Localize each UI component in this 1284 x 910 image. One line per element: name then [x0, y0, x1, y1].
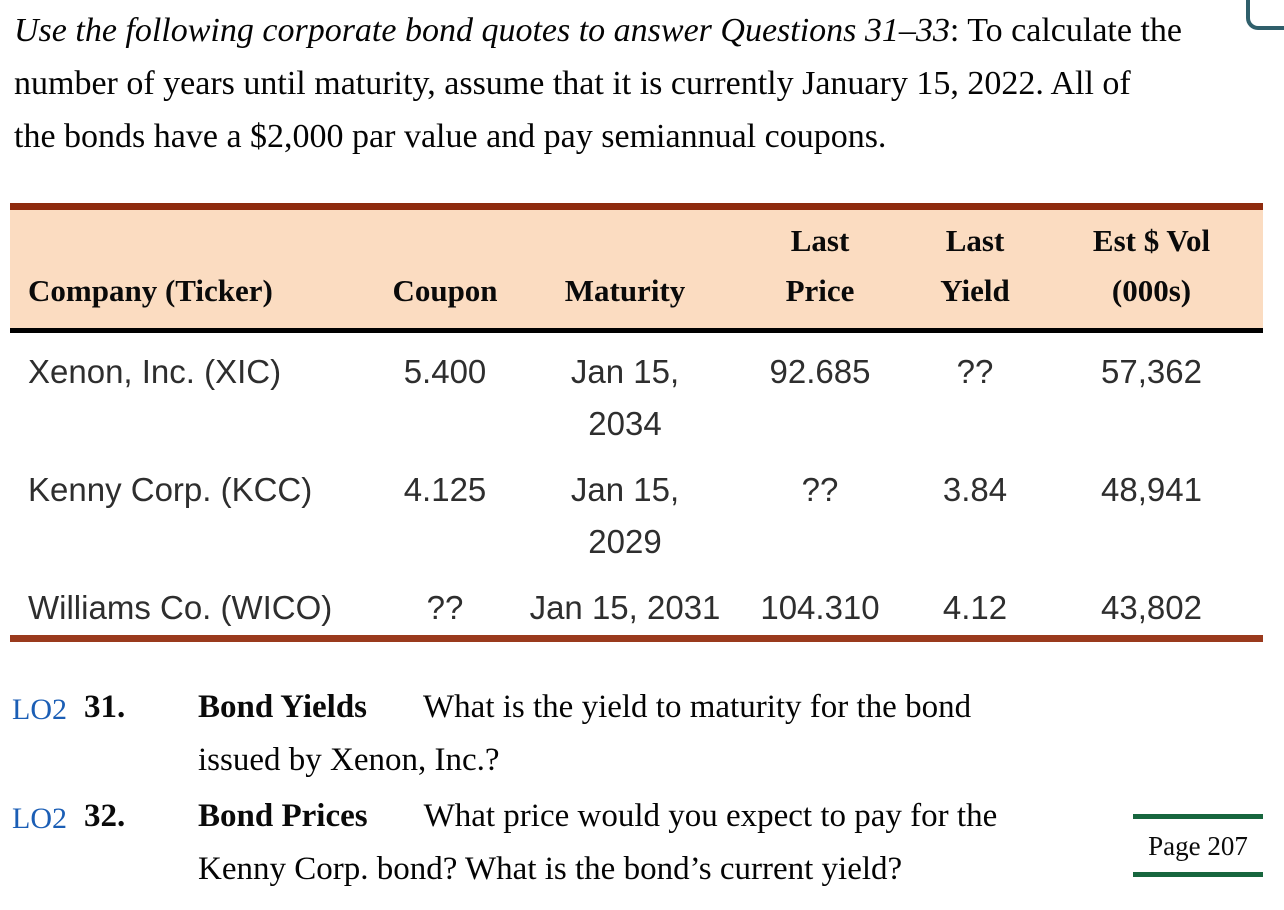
cell-est-vol: 43,802: [1040, 569, 1263, 642]
question-number: 31.: [84, 689, 126, 725]
cell-last-price: 104.310: [730, 569, 910, 642]
lo-badge: LO2: [12, 693, 67, 726]
cell-last-price: ??: [801, 471, 839, 508]
header-last-yield: Last Yield: [910, 203, 1040, 333]
question-topic: Bond Yields: [198, 689, 368, 725]
cell-coupon: 5.400: [403, 353, 487, 390]
page-number-label: Page 207: [1148, 831, 1248, 861]
questions-block: LO2 31. Bond Yields What is the yield to …: [12, 681, 1132, 899]
table-row-kenny: Kenny Corp. (KCC) 4.125 Jan 15, 2029 ?? 3…: [10, 451, 1263, 569]
page-corner-bracket: [1246, 0, 1284, 30]
cell-company: Xenon, Inc. (XIC): [28, 353, 282, 390]
bond-quotes-table: Company (Ticker) Coupon Maturity Last Pri…: [10, 203, 1263, 642]
intro-line-1: Use the following corporate bond quotes …: [14, 4, 1259, 57]
cell-company: Williams Co. (WICO): [10, 569, 370, 642]
cell-est-vol: 48,941: [1101, 471, 1202, 508]
intro-italic-text: Use the following corporate bond quotes …: [14, 12, 950, 49]
intro-roman-text: : To calculate the: [949, 12, 1182, 49]
cell-company: Kenny Corp. (KCC): [28, 471, 313, 508]
cell-est-vol: 57,362: [1101, 353, 1202, 390]
cell-maturity: Jan 15, 2029: [570, 471, 680, 560]
question-body: Bond Prices What price would you expect t…: [198, 790, 1132, 896]
cell-coupon: 4.125: [403, 471, 487, 508]
header-maturity: Maturity: [520, 203, 730, 333]
intro-paragraph: Use the following corporate bond quotes …: [14, 4, 1259, 163]
cell-last-yield: 4.12: [910, 569, 1040, 642]
cell-maturity: Jan 15, 2031: [520, 569, 730, 642]
page-marker-top-rule: [1133, 814, 1263, 819]
intro-line-2: number of years until maturity, assume t…: [14, 65, 1131, 102]
question-body: Bond Yields What is the yield to maturity…: [198, 681, 1132, 787]
question-topic: Bond Prices: [198, 798, 368, 834]
header-last-price: Last Price: [730, 203, 910, 333]
intro-line-3: the bonds have a $2,000 par value and pa…: [14, 118, 887, 155]
question-32: LO2 32. Bond Prices What price would you …: [12, 790, 1132, 896]
page-marker: Page 207: [1133, 814, 1263, 877]
cell-last-price: 92.685: [769, 353, 871, 390]
cell-maturity: Jan 15, 2034: [570, 353, 680, 442]
question-31: LO2 31. Bond Yields What is the yield to …: [12, 681, 1132, 787]
question-text-line1: What price would you expect to pay for t…: [423, 798, 998, 834]
question-text-line2: issued by Xenon, Inc.?: [198, 742, 500, 778]
header-company-ticker: Company (Ticker): [10, 203, 370, 333]
page-marker-bottom-rule: [1133, 872, 1263, 877]
table-row-williams: Williams Co. (WICO) ?? Jan 15, 2031 104.…: [10, 569, 1263, 642]
cell-last-yield: ??: [956, 353, 994, 390]
table-header-row: Company (Ticker) Coupon Maturity Last Pri…: [10, 203, 1263, 333]
question-text-line2: Kenny Corp. bond? What is the bond’s cur…: [198, 851, 903, 887]
cell-last-yield: 3.84: [942, 471, 1008, 508]
lo-badge: LO2: [12, 802, 67, 835]
header-est-vol: Est $ Vol (000s): [1040, 203, 1263, 333]
header-coupon: Coupon: [370, 203, 520, 333]
question-text-line1: What is the yield to maturity for the bo…: [423, 689, 972, 725]
table-row-xenon: Xenon, Inc. (XIC) 5.400 Jan 15, 2034 92.6…: [10, 331, 1263, 452]
question-number: 32.: [84, 798, 126, 834]
cell-coupon: ??: [370, 569, 520, 642]
